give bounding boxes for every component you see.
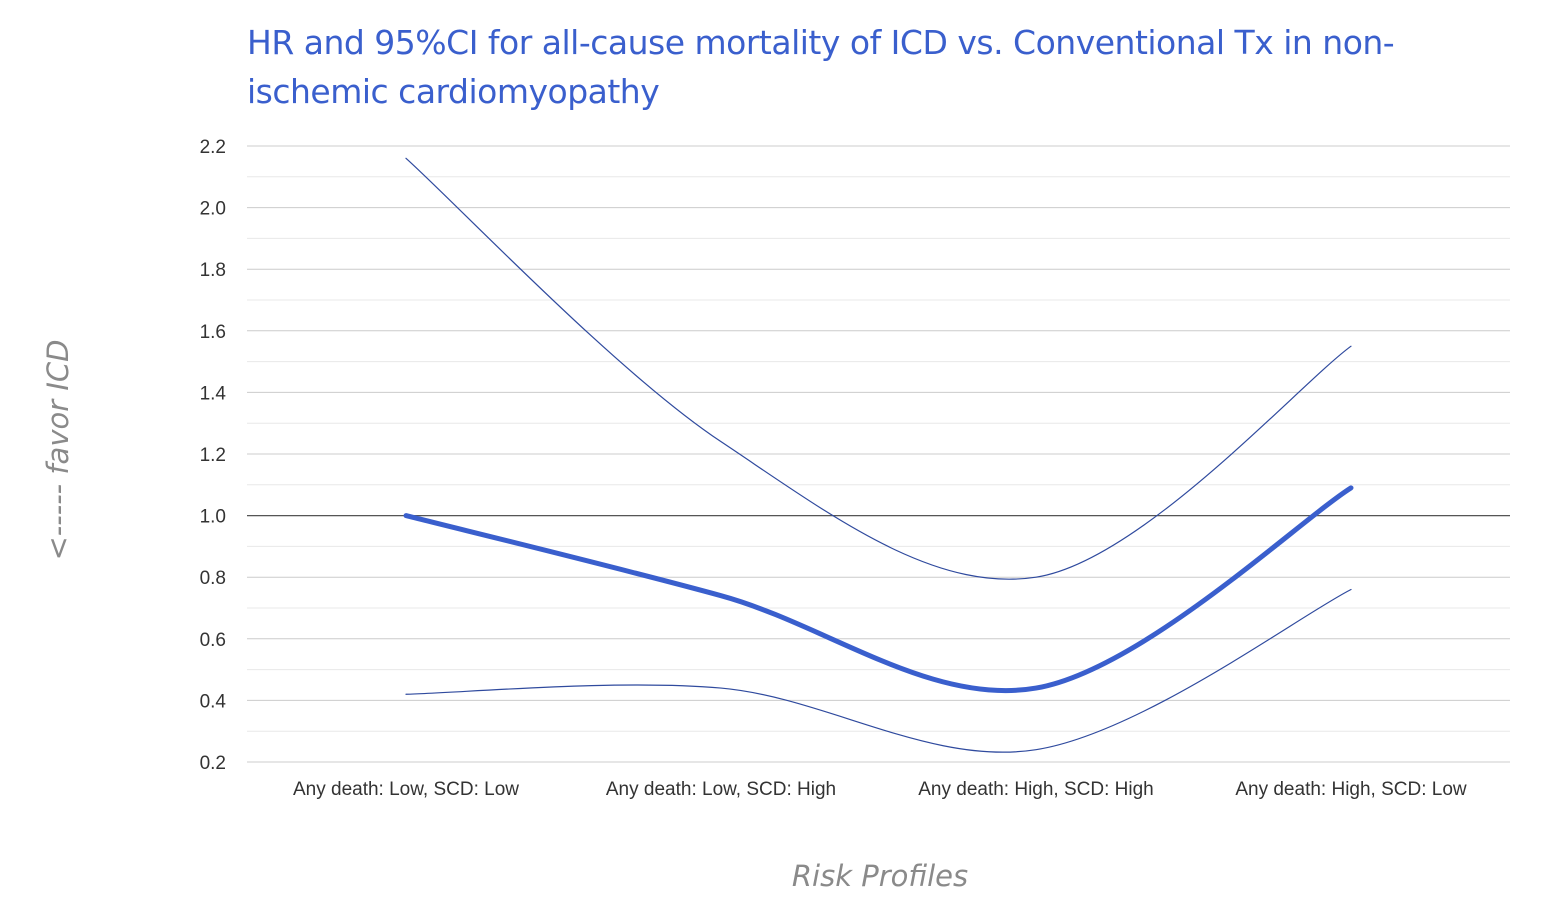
y-axis-ticks: 0.2 0.4 0.6 0.8 1.0 1.2 1.4 1.6 1.8 2.0 2.2 [200, 137, 227, 774]
y-tick-label: 1.0 [200, 507, 226, 528]
y-tick-label: 0.2 [200, 753, 226, 774]
y-tick-label: 2.0 [200, 199, 226, 220]
x-axis-ticks: Any death: Low, SCD: Low Any death: Low, … [293, 779, 1467, 800]
ci-lower-line [405, 588, 1352, 753]
y-tick-label: 1.8 [200, 260, 226, 281]
y-tick-label: 1.2 [200, 445, 226, 466]
minor-gridlines [247, 176, 1510, 732]
y-tick-label: 0.4 [200, 691, 227, 712]
hr-line [403, 485, 1354, 694]
y-tick-label: 0.8 [200, 568, 226, 589]
series-lines [403, 157, 1354, 753]
x-tick-label: Any death: Low, SCD: Low [293, 779, 519, 800]
y-tick-label: 1.4 [200, 383, 227, 404]
ci-upper-line [405, 157, 1352, 580]
y-tick-label: 1.6 [200, 322, 226, 343]
y-axis-title: <----- favor ICD [41, 340, 75, 561]
x-axis-title: Risk Profiles [792, 859, 968, 893]
x-tick-label: Any death: High, SCD: Low [1235, 779, 1467, 800]
y-tick-label: 2.2 [200, 137, 226, 158]
x-tick-label: Any death: Low, SCD: High [606, 779, 836, 800]
y-tick-label: 0.6 [200, 630, 226, 651]
x-tick-label: Any death: High, SCD: High [918, 779, 1154, 800]
chart-title: HR and 95%CI for all-cause mortality of … [247, 23, 1395, 111]
